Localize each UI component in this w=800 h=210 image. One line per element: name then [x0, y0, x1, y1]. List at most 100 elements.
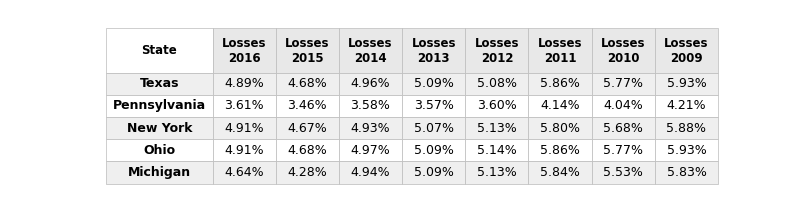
Text: 4.91%: 4.91% — [224, 122, 264, 135]
Bar — [592, 73, 655, 95]
Text: 5.13%: 5.13% — [477, 122, 517, 135]
Bar — [466, 73, 529, 95]
Bar — [655, 28, 718, 73]
Bar — [276, 139, 339, 161]
Text: Losses
2011: Losses 2011 — [538, 37, 582, 64]
Text: 4.91%: 4.91% — [224, 144, 264, 157]
Bar — [592, 117, 655, 139]
Bar — [106, 28, 213, 73]
Bar — [339, 95, 402, 117]
Text: Texas: Texas — [140, 77, 179, 90]
Bar — [402, 117, 466, 139]
Bar — [106, 73, 213, 95]
Text: 4.14%: 4.14% — [540, 100, 580, 113]
Bar — [213, 95, 276, 117]
Bar — [529, 139, 592, 161]
Text: 5.86%: 5.86% — [540, 144, 580, 157]
Bar — [339, 73, 402, 95]
Bar — [655, 139, 718, 161]
Bar — [276, 73, 339, 95]
Bar — [466, 139, 529, 161]
Bar — [213, 139, 276, 161]
Bar — [213, 161, 276, 184]
Text: Losses
2015: Losses 2015 — [285, 37, 330, 64]
Text: 5.77%: 5.77% — [603, 77, 643, 90]
Bar — [592, 95, 655, 117]
Text: 5.09%: 5.09% — [414, 144, 454, 157]
Text: 3.58%: 3.58% — [350, 100, 390, 113]
Bar — [466, 95, 529, 117]
Text: 5.77%: 5.77% — [603, 144, 643, 157]
Bar — [106, 139, 213, 161]
Text: 5.88%: 5.88% — [666, 122, 706, 135]
Text: 4.68%: 4.68% — [287, 77, 327, 90]
Text: 5.08%: 5.08% — [477, 77, 517, 90]
Text: Losses
2014: Losses 2014 — [348, 37, 393, 64]
Bar — [592, 161, 655, 184]
Text: 5.07%: 5.07% — [414, 122, 454, 135]
Bar — [339, 28, 402, 73]
Text: 4.94%: 4.94% — [350, 166, 390, 179]
Text: 3.57%: 3.57% — [414, 100, 454, 113]
Text: 5.80%: 5.80% — [540, 122, 580, 135]
Bar — [529, 73, 592, 95]
Text: 5.83%: 5.83% — [666, 166, 706, 179]
Text: 5.53%: 5.53% — [603, 166, 643, 179]
Text: 3.60%: 3.60% — [477, 100, 517, 113]
Text: 5.14%: 5.14% — [477, 144, 517, 157]
Text: 5.09%: 5.09% — [414, 166, 454, 179]
Text: 4.89%: 4.89% — [224, 77, 264, 90]
Bar — [529, 117, 592, 139]
Text: 5.86%: 5.86% — [540, 77, 580, 90]
Text: Losses
2009: Losses 2009 — [664, 37, 709, 64]
Bar — [529, 28, 592, 73]
Text: Losses
2013: Losses 2013 — [411, 37, 456, 64]
Bar — [402, 139, 466, 161]
Text: 5.93%: 5.93% — [666, 77, 706, 90]
Bar — [213, 28, 276, 73]
Bar — [402, 28, 466, 73]
Text: 5.68%: 5.68% — [603, 122, 643, 135]
Text: 5.13%: 5.13% — [477, 166, 517, 179]
Text: Pennsylvania: Pennsylvania — [113, 100, 206, 113]
Text: Michigan: Michigan — [128, 166, 191, 179]
Bar — [655, 73, 718, 95]
Bar — [213, 73, 276, 95]
Text: 4.64%: 4.64% — [224, 166, 264, 179]
Bar — [466, 161, 529, 184]
Text: 5.09%: 5.09% — [414, 77, 454, 90]
Bar — [339, 161, 402, 184]
Text: 4.93%: 4.93% — [350, 122, 390, 135]
Text: 4.68%: 4.68% — [287, 144, 327, 157]
Text: New York: New York — [126, 122, 192, 135]
Bar — [339, 139, 402, 161]
Bar — [276, 117, 339, 139]
Bar — [276, 95, 339, 117]
Bar — [402, 95, 466, 117]
Text: 4.21%: 4.21% — [666, 100, 706, 113]
Text: 4.96%: 4.96% — [350, 77, 390, 90]
Text: 4.28%: 4.28% — [287, 166, 327, 179]
Text: Losses
2016: Losses 2016 — [222, 37, 266, 64]
Bar — [106, 117, 213, 139]
Text: 4.97%: 4.97% — [350, 144, 390, 157]
Text: 4.67%: 4.67% — [287, 122, 327, 135]
Bar — [276, 28, 339, 73]
Bar — [529, 161, 592, 184]
Bar — [402, 161, 466, 184]
Text: 4.04%: 4.04% — [603, 100, 643, 113]
Bar — [466, 28, 529, 73]
Bar — [655, 95, 718, 117]
Text: 5.84%: 5.84% — [540, 166, 580, 179]
Bar — [339, 117, 402, 139]
Bar — [466, 117, 529, 139]
Text: 3.61%: 3.61% — [224, 100, 264, 113]
Text: Losses
2012: Losses 2012 — [474, 37, 519, 64]
Bar — [655, 161, 718, 184]
Bar — [106, 95, 213, 117]
Text: Losses
2010: Losses 2010 — [601, 37, 646, 64]
Text: State: State — [142, 44, 178, 57]
Bar — [655, 117, 718, 139]
Bar — [592, 28, 655, 73]
Text: 5.93%: 5.93% — [666, 144, 706, 157]
